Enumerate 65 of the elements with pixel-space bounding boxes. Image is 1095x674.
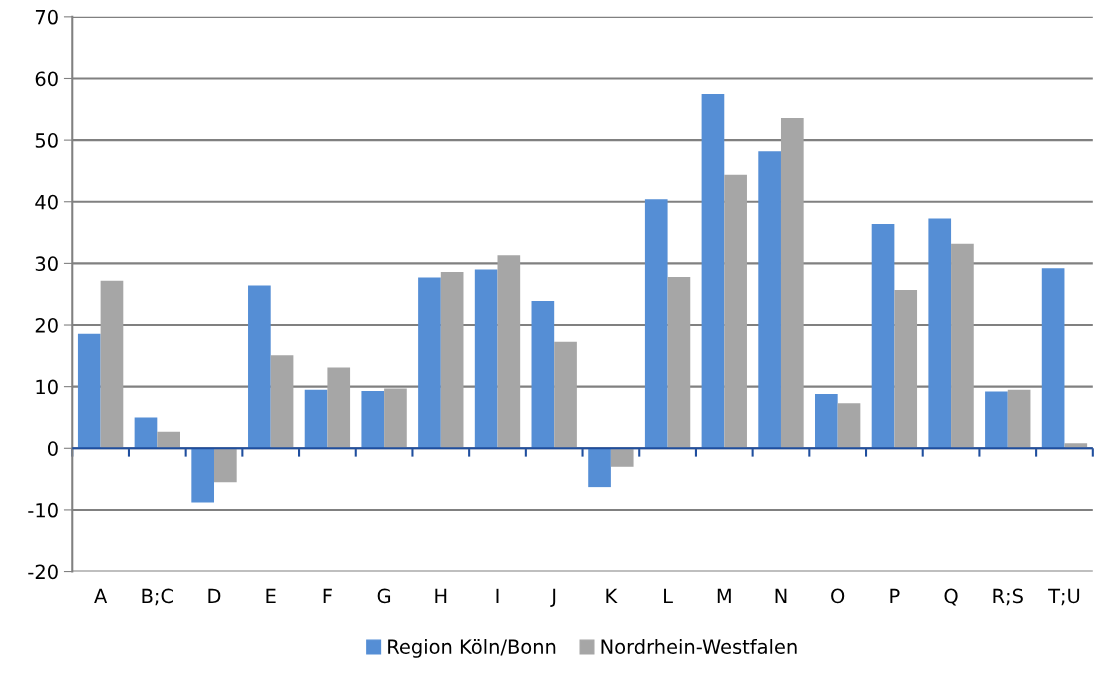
bar [644, 199, 668, 449]
y-tick-label: 50 [35, 133, 58, 148]
bar [497, 255, 521, 449]
bar [418, 277, 441, 449]
x-tick-label: D [208, 588, 221, 603]
bar [100, 280, 124, 449]
x-tick-label: R;S [993, 588, 1023, 606]
x-tick-label: B;C [142, 588, 173, 606]
x-tick-label: T;U [1048, 588, 1080, 606]
legend-label: Region Köln/Bonn [388, 638, 556, 658]
x-tick-label: N [775, 588, 787, 603]
bar [361, 390, 385, 449]
bar [191, 448, 215, 503]
y-tick-label: 40 [35, 194, 58, 210]
bar [77, 333, 101, 449]
x-tick-label: E [266, 588, 276, 603]
y-tick-label: 20 [35, 317, 58, 333]
x-tick-label: H [435, 588, 447, 603]
bar [871, 223, 895, 449]
bar [815, 394, 838, 449]
bar [554, 341, 577, 449]
bar [951, 243, 974, 449]
x-tick-label: A [94, 588, 108, 603]
y-tick-label: -20 [28, 564, 58, 580]
y-tick-label: 70 [35, 9, 58, 25]
x-tick-label: Q [944, 588, 958, 606]
x-tick-label: O [831, 588, 845, 604]
x-tick-label: F [323, 588, 332, 603]
x-tick-label: G [377, 588, 391, 604]
y-tick-label: -10 [28, 502, 58, 518]
y-tick-label: 60 [35, 71, 58, 87]
x-tick-label: I [496, 588, 499, 603]
bar [1007, 389, 1031, 449]
bar [588, 448, 611, 488]
bar [474, 269, 498, 449]
bar [248, 285, 271, 449]
bar [701, 93, 725, 449]
x-tick-label: K [606, 588, 618, 603]
bar [985, 391, 1008, 449]
y-tick-label: 0 [47, 441, 58, 456]
bar [667, 276, 691, 449]
bar [837, 403, 861, 449]
bar [1041, 268, 1065, 449]
bar [531, 300, 555, 449]
x-tick-label: J [550, 588, 556, 607]
bar [928, 218, 952, 449]
bar [894, 289, 918, 449]
x-tick-label: P [890, 588, 900, 603]
bar [134, 417, 158, 449]
bar [780, 117, 804, 449]
bar [270, 355, 294, 449]
bar [440, 272, 464, 449]
x-tick-label: M [717, 588, 731, 603]
bar [304, 389, 328, 449]
bar [610, 448, 634, 467]
x-tick-label: L [664, 588, 673, 603]
bar [327, 367, 351, 449]
bar [384, 388, 407, 449]
bar [724, 174, 747, 449]
y-tick-label: 10 [36, 379, 58, 395]
bar [214, 448, 237, 483]
bar [157, 431, 180, 449]
y-tick-label: 30 [35, 256, 58, 272]
legend-label: Nordrhein-Westfalen [601, 638, 797, 655]
bar [758, 151, 781, 449]
